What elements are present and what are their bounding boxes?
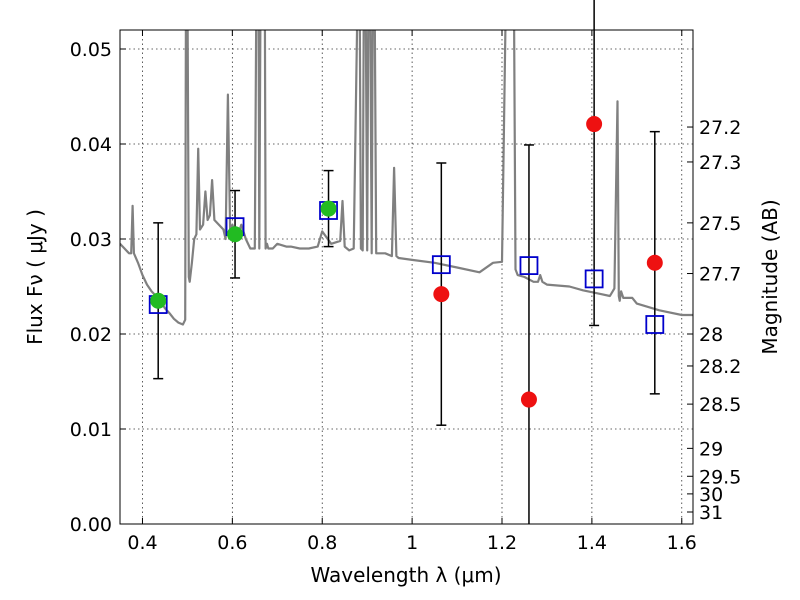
y-tick-label: 0.02 [70, 324, 112, 346]
y2-tick-label: 30 [699, 484, 723, 506]
x-tick-label: 0.4 [127, 532, 157, 554]
y2-tick-label: 28.5 [699, 394, 741, 416]
x-tick-label: 1.4 [577, 532, 607, 554]
x-tick-label: 0.6 [217, 532, 247, 554]
observed-point [320, 200, 337, 217]
y2-tick-label: 27.5 [699, 213, 741, 235]
y2-tick-label: 28 [699, 324, 723, 346]
plot-frame [119, 29, 694, 525]
model-band-square [431, 255, 451, 275]
plot-area [120, 30, 693, 326]
model-band-square [645, 315, 665, 334]
observed-point [227, 226, 244, 243]
model-band-square [519, 256, 539, 276]
x-tick-label: 1.2 [487, 532, 517, 554]
y-tick-label: 0.05 [70, 39, 112, 61]
y2-tick-label: 27.3 [699, 152, 741, 174]
observed-point [433, 286, 450, 303]
y-tick-label: 0.04 [70, 134, 112, 156]
y2-tick-label: 27.7 [699, 264, 741, 286]
observed-point [150, 292, 167, 309]
y2-axis-label: Magnitude (AB) [758, 199, 782, 354]
x-tick-label: 1.6 [667, 532, 697, 554]
observed-point [646, 254, 663, 271]
x-axis-label: Wavelength λ (μm) [310, 563, 501, 587]
y-tick-label: 0.00 [70, 514, 112, 536]
markers [148, 0, 665, 524]
model-spectrum-line [120, 30, 693, 326]
y2-tick-label: 27.2 [699, 117, 741, 139]
x-tick-label: 0.8 [307, 532, 337, 554]
observed-point [586, 116, 603, 133]
y2-tick-label: 31 [699, 502, 723, 524]
observed-point [520, 391, 537, 408]
axes: 0.4 0.6 0.8 1 1.2 1.4 1.6 0.00 0.01 0.02 0.03 0.04 0… [70, 30, 741, 554]
y2-tick-label: 29 [699, 438, 723, 460]
model-band-square [584, 269, 604, 289]
y-axis-label: Flux Fν ( μJy ) [23, 209, 47, 345]
y2-tick-label: 29.5 [699, 466, 741, 488]
y-tick-label: 0.01 [70, 419, 112, 441]
y2-tick-label: 28.2 [699, 356, 741, 378]
x-tick-label: 1 [406, 532, 418, 554]
y-tick-label: 0.03 [70, 229, 112, 251]
